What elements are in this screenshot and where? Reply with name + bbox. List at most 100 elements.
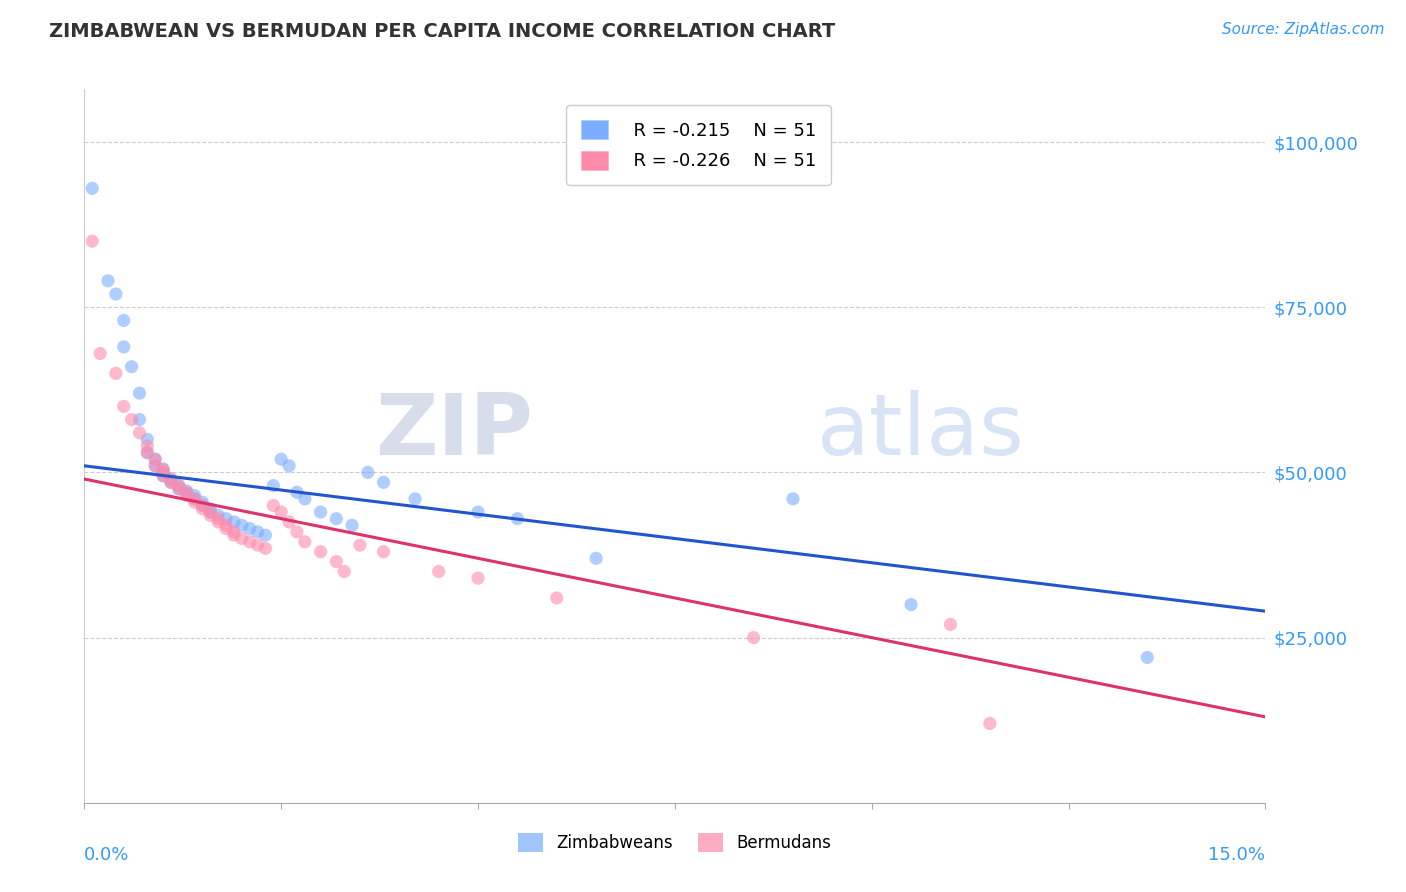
- Point: [128, 386, 150, 401]
- Point: [183, 489, 205, 503]
- Point: [231, 518, 253, 533]
- Point: [176, 485, 198, 500]
- Point: [128, 425, 150, 440]
- Point: [207, 508, 229, 523]
- Point: [309, 505, 332, 519]
- Point: [104, 287, 127, 301]
- Point: [1136, 650, 1159, 665]
- Point: [136, 445, 159, 459]
- Point: [143, 452, 166, 467]
- Point: [215, 522, 238, 536]
- Point: [160, 472, 183, 486]
- Text: Source: ZipAtlas.com: Source: ZipAtlas.com: [1222, 22, 1385, 37]
- Point: [160, 475, 183, 490]
- Point: [160, 475, 183, 490]
- Point: [136, 445, 159, 459]
- Point: [97, 274, 120, 288]
- Point: [373, 545, 395, 559]
- Point: [191, 501, 214, 516]
- Point: [270, 505, 292, 519]
- Point: [585, 551, 607, 566]
- Point: [404, 491, 426, 506]
- Point: [254, 541, 277, 556]
- Point: [333, 565, 356, 579]
- Point: [167, 478, 190, 492]
- Text: ZIMBABWEAN VS BERMUDAN PER CAPITA INCOME CORRELATION CHART: ZIMBABWEAN VS BERMUDAN PER CAPITA INCOME…: [49, 22, 835, 41]
- Point: [231, 532, 253, 546]
- Point: [467, 571, 489, 585]
- Point: [176, 483, 198, 498]
- Point: [325, 511, 347, 525]
- Point: [222, 528, 245, 542]
- Point: [467, 505, 489, 519]
- Point: [167, 478, 190, 492]
- Point: [979, 716, 1001, 731]
- Point: [176, 486, 198, 500]
- Point: [900, 598, 922, 612]
- Point: [294, 491, 316, 506]
- Point: [215, 511, 238, 525]
- Point: [112, 400, 135, 414]
- Point: [262, 478, 284, 492]
- Point: [239, 522, 262, 536]
- Point: [160, 472, 183, 486]
- Point: [128, 412, 150, 426]
- Point: [215, 518, 238, 533]
- Point: [782, 491, 804, 506]
- Point: [82, 234, 104, 248]
- Point: [183, 491, 205, 506]
- Point: [167, 482, 190, 496]
- Point: [427, 565, 450, 579]
- Point: [357, 466, 380, 480]
- Point: [152, 466, 174, 480]
- Text: ZIP: ZIP: [375, 390, 533, 474]
- Point: [112, 340, 135, 354]
- Point: [349, 538, 371, 552]
- Point: [112, 313, 135, 327]
- Point: [278, 515, 301, 529]
- Point: [152, 462, 174, 476]
- Point: [136, 433, 159, 447]
- Text: 0.0%: 0.0%: [84, 846, 129, 863]
- Point: [254, 528, 277, 542]
- Point: [152, 466, 174, 480]
- Point: [152, 468, 174, 483]
- Text: atlas: atlas: [817, 390, 1025, 474]
- Point: [246, 524, 269, 539]
- Point: [270, 452, 292, 467]
- Point: [200, 505, 222, 519]
- Text: 15.0%: 15.0%: [1208, 846, 1265, 863]
- Point: [222, 515, 245, 529]
- Point: [207, 515, 229, 529]
- Point: [121, 359, 143, 374]
- Point: [309, 545, 332, 559]
- Point: [939, 617, 962, 632]
- Point: [104, 367, 127, 381]
- Point: [246, 538, 269, 552]
- Point: [200, 508, 222, 523]
- Point: [506, 511, 529, 525]
- Point: [200, 505, 222, 519]
- Point: [262, 499, 284, 513]
- Point: [191, 495, 214, 509]
- Point: [183, 495, 205, 509]
- Point: [191, 499, 214, 513]
- Point: [546, 591, 568, 605]
- Point: [278, 458, 301, 473]
- Point: [325, 555, 347, 569]
- Point: [143, 452, 166, 467]
- Point: [167, 482, 190, 496]
- Point: [89, 346, 111, 360]
- Point: [152, 468, 174, 483]
- Point: [136, 439, 159, 453]
- Point: [742, 631, 765, 645]
- Point: [285, 485, 308, 500]
- Point: [152, 462, 174, 476]
- Point: [183, 491, 205, 506]
- Point: [285, 524, 308, 539]
- Point: [373, 475, 395, 490]
- Point: [143, 458, 166, 473]
- Legend: Zimbabweans, Bermudans: Zimbabweans, Bermudans: [512, 827, 838, 859]
- Point: [294, 534, 316, 549]
- Point: [239, 534, 262, 549]
